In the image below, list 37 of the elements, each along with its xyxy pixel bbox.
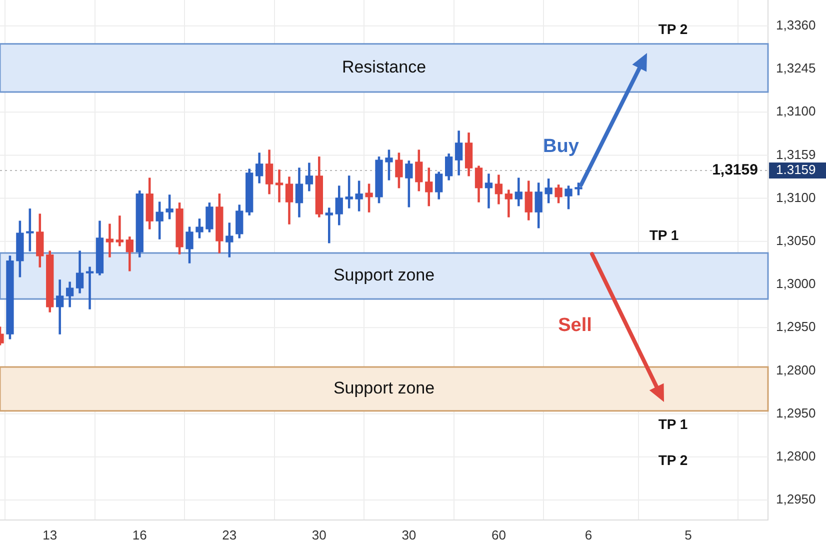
- candlestick: [325, 208, 333, 244]
- text: 1,2800: [776, 448, 816, 464]
- annotation: TP 2: [658, 452, 688, 468]
- x-tick-label: 23: [222, 527, 237, 542]
- candlestick: [86, 266, 94, 310]
- text: 1,3159: [776, 146, 816, 162]
- band-label: Support zone: [333, 266, 435, 285]
- annotation: Sell: [558, 315, 592, 336]
- text: 1,3245: [776, 60, 816, 76]
- annotation: TP 1: [649, 226, 679, 243]
- annotation: TP 2: [658, 20, 688, 37]
- band-label: Support zone: [333, 378, 435, 398]
- x-tick-label: 13: [42, 527, 58, 542]
- x-tick-label: 60: [491, 527, 506, 542]
- x-tick-label: 16: [132, 527, 147, 542]
- text: 1,2950: [776, 492, 816, 507]
- candlestick: [275, 170, 284, 202]
- text: 1,2800: [776, 362, 816, 378]
- x-tick-label: 30: [402, 527, 416, 542]
- text: 1,2950: [776, 405, 816, 420]
- text: 1,3050: [776, 232, 816, 248]
- text: 1,3360: [776, 17, 816, 32]
- candlestick: [106, 224, 114, 258]
- candlestick: [116, 216, 124, 246]
- text: 1,3000: [776, 276, 816, 292]
- annotation: TP 1: [658, 416, 688, 432]
- text: 1,2950: [776, 319, 816, 334]
- text: 1,3100: [776, 190, 816, 205]
- text: 1.3159: [776, 162, 816, 178]
- annotation: Buy: [543, 136, 580, 158]
- text: 1,3100: [776, 104, 816, 119]
- band-label: Resistance: [342, 58, 426, 77]
- x-tick-label: 6: [584, 527, 592, 542]
- annotation: 1,3159: [712, 162, 758, 179]
- candlestick: [484, 174, 493, 208]
- x-tick-label: 30: [312, 527, 326, 542]
- x-tick-label: 5: [684, 527, 692, 542]
